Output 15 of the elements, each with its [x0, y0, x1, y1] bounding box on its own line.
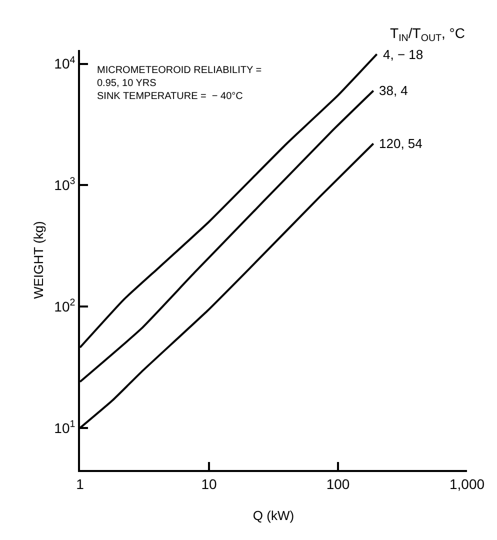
x-tick-label: 100	[326, 476, 350, 492]
y-tick-label: 10$^{3}$	[54, 176, 76, 194]
x-tick-label: 10	[201, 476, 217, 492]
annotation: MICROMETEOROID RELIABILITY = 0.95, 10 YRS SINK TEMPERATURE = − 40°C	[97, 65, 262, 102]
series-label: 4, − 18	[383, 47, 424, 62]
x-tick-label: 1,000	[449, 476, 485, 492]
y-axis-title: WEIGHT (kg)	[31, 221, 46, 299]
x-axis-title: Q (kW)	[252, 508, 294, 523]
x-tick-label: 1	[76, 476, 84, 492]
legend-title: T$_{IN}$/T$_{OUT}$, °C	[390, 25, 466, 44]
series-label: 120, 54	[379, 136, 422, 151]
series-label: 38, 4	[379, 83, 408, 98]
y-tick-label: 10$^{1}$	[54, 418, 76, 436]
y-tick-label: 10$^{4}$	[54, 54, 76, 72]
y-tick-label: 10$^{2}$	[54, 298, 76, 314]
